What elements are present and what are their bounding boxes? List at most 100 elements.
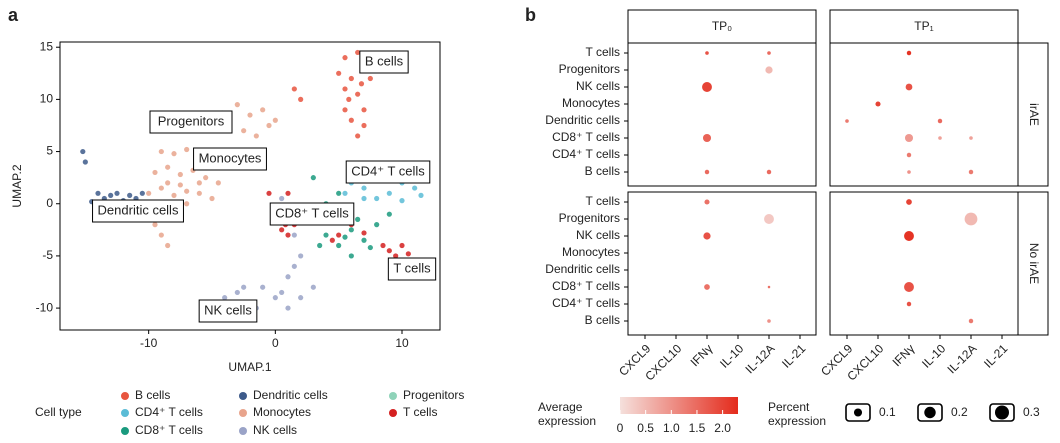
annotation-text: CD4⁺ T cells: [351, 163, 425, 178]
dot: [766, 169, 772, 175]
facet-strip: [829, 9, 1019, 44]
x-tick-label: -10: [140, 336, 158, 350]
point: [310, 284, 316, 290]
point: [355, 216, 361, 222]
legend-label: CD8⁺ T cells: [135, 423, 203, 437]
point: [279, 195, 285, 202]
point: [266, 190, 272, 196]
dot: [937, 118, 943, 124]
y-tick-label: Progenitors: [559, 62, 620, 76]
colorbar-tick-label: 1.5: [689, 421, 706, 435]
point: [285, 232, 291, 238]
point: [165, 164, 171, 170]
annotation-box: [92, 199, 184, 223]
dot: [702, 82, 712, 92]
point: [127, 192, 133, 198]
point: [336, 190, 342, 196]
point: [361, 237, 367, 243]
legend-swatch: [389, 392, 397, 400]
facet-panel: [627, 191, 817, 336]
point: [348, 227, 354, 233]
dot: [704, 199, 710, 205]
point: [336, 70, 342, 76]
point: [152, 169, 158, 176]
point: [177, 171, 183, 178]
dot: [964, 212, 978, 226]
colorbar-tick-label: 0.5: [637, 421, 654, 435]
point: [184, 188, 190, 194]
legend-swatch: [239, 409, 247, 417]
y-tick-label: Progenitors: [559, 211, 620, 225]
point: [386, 248, 392, 254]
legend-label: Progenitors: [403, 388, 464, 402]
point: [346, 96, 352, 102]
point: [234, 102, 240, 108]
annotation: Monocytes: [193, 147, 267, 171]
point: [361, 185, 367, 191]
annotation-text: T cells: [393, 260, 431, 275]
dot: [904, 231, 914, 241]
dot: [968, 169, 974, 175]
point: [184, 201, 190, 207]
point: [367, 244, 373, 251]
point: [196, 180, 202, 186]
point: [361, 230, 367, 236]
size-key: [995, 405, 1009, 420]
facet-label: TP₁: [914, 19, 933, 33]
size-legend-title: Percent expression: [768, 400, 826, 428]
y-tick-label: -5: [42, 248, 53, 262]
x-tick-label: IL-21: [779, 341, 808, 370]
point: [158, 185, 164, 191]
facet-label: irAE: [1027, 103, 1041, 126]
point: [279, 227, 285, 233]
point: [358, 81, 365, 87]
point: [355, 133, 361, 139]
dot: [938, 136, 942, 140]
annotation-text: Progenitors: [158, 113, 225, 128]
point: [348, 75, 354, 82]
colorbar-tick-label: 2.0: [714, 421, 731, 435]
y-tick-label: 10: [40, 92, 54, 106]
point: [146, 190, 152, 196]
legend-swatch: [121, 392, 129, 400]
point: [177, 182, 183, 188]
dot: [705, 51, 709, 55]
facet-panel: [627, 42, 817, 187]
y-tick-label: B cells: [585, 313, 620, 327]
legend-swatch: [239, 392, 247, 400]
dot: [765, 66, 773, 74]
annotation: CD4⁺ T cells: [345, 160, 431, 184]
dot: [764, 214, 774, 224]
dot: [845, 119, 849, 123]
y-tick-label: Monocytes: [562, 245, 620, 259]
dot: [703, 232, 711, 240]
point: [152, 222, 158, 228]
annotation-box: [387, 257, 437, 281]
legend-swatch: [239, 427, 247, 435]
x-tick-label: IL-12A: [742, 341, 777, 376]
point: [260, 107, 266, 113]
facet-label: TP₀: [712, 19, 732, 33]
point: [285, 190, 291, 196]
facet-label: No irAE: [1027, 243, 1041, 284]
point: [386, 190, 392, 196]
y-tick-label: 15: [40, 39, 54, 53]
legend-swatch: [389, 409, 397, 417]
point: [348, 253, 354, 259]
y-tick-label: NK cells: [576, 228, 620, 242]
point: [361, 107, 367, 113]
annotation-text: CD8⁺ T cells: [275, 205, 349, 220]
y-tick-label: Dendritic cells: [545, 262, 620, 276]
point: [298, 96, 304, 102]
point: [291, 86, 297, 92]
point: [291, 232, 297, 238]
point: [298, 295, 304, 301]
size-key: [924, 406, 936, 419]
point: [348, 117, 354, 123]
dot: [906, 152, 912, 158]
facet-panel: [829, 191, 1019, 336]
point: [412, 185, 418, 191]
dot: [906, 301, 912, 307]
dot: [906, 199, 912, 205]
